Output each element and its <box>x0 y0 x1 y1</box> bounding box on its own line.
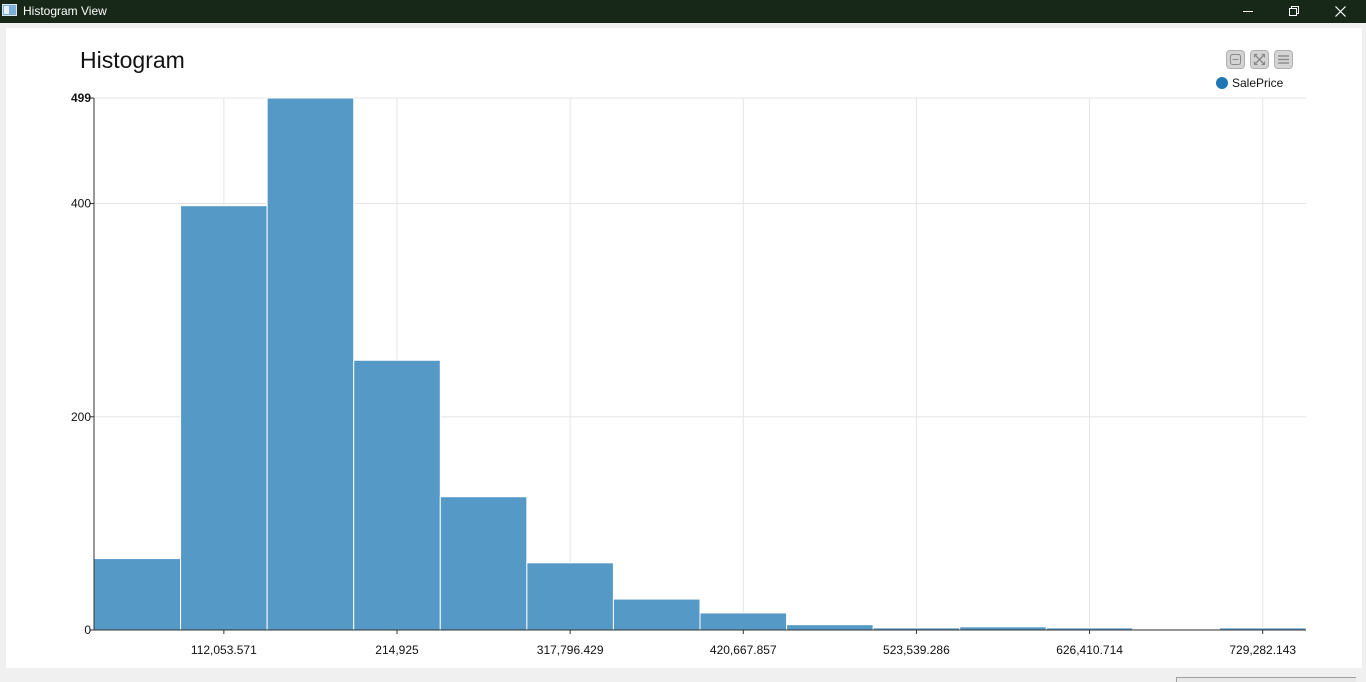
histogram-bar <box>93 558 182 631</box>
x-tick-label: 112,053.571 <box>191 643 257 657</box>
x-tick-label: 523,539.286 <box>883 643 950 657</box>
close-button[interactable] <box>1318 0 1364 23</box>
collapse-button[interactable] <box>1226 50 1245 69</box>
histogram-bar <box>180 205 268 631</box>
histogram-bar <box>353 359 441 631</box>
histogram-bar <box>266 97 355 631</box>
y-tick-label: 200 <box>71 410 91 424</box>
histogram-bar <box>439 496 528 631</box>
x-tick-label: 626,410.714 <box>1056 643 1123 657</box>
y-tick-label: 499 <box>71 91 91 105</box>
menu-icon <box>1278 55 1289 64</box>
y-tick-label: 0 <box>84 623 91 637</box>
histogram-bar <box>612 598 701 631</box>
restore-button[interactable] <box>1272 0 1318 23</box>
x-tick-label: 729,282.143 <box>1229 643 1296 657</box>
collapse-icon <box>1230 54 1241 65</box>
window-title: Histogram View <box>23 4 107 18</box>
histogram-bar <box>699 612 788 631</box>
fullscreen-button[interactable] <box>1250 50 1269 69</box>
minimize-icon <box>1243 11 1253 12</box>
x-tick-label: 214,925 <box>375 643 419 657</box>
fullscreen-icon <box>1253 53 1266 66</box>
chart-title: Histogram <box>80 47 185 73</box>
histogram-plot: 0 200 400 499 112,053.571 214,925 317,796.429 4… <box>71 91 1307 657</box>
close-icon <box>1335 6 1346 17</box>
menu-button[interactable] <box>1274 50 1293 69</box>
x-tick-label: 317,796.429 <box>537 643 604 657</box>
legend-marker <box>1216 77 1228 89</box>
y-tick-label: 400 <box>71 197 91 211</box>
histogram-bar <box>526 562 614 631</box>
horizontal-scrollbar[interactable] <box>1176 677 1356 682</box>
app-icon <box>2 4 17 16</box>
chart-panel: 0 200 400 499 112,053.571 214,925 317,796.429 4… <box>6 28 1362 668</box>
histogram-bar <box>786 624 874 631</box>
minimize-button[interactable] <box>1226 0 1272 23</box>
legend-label: SalePrice <box>1232 76 1284 90</box>
title-bar[interactable]: Histogram View <box>0 0 1366 23</box>
x-tick-label: 420,667.857 <box>710 643 777 657</box>
restore-icon <box>1289 6 1299 16</box>
